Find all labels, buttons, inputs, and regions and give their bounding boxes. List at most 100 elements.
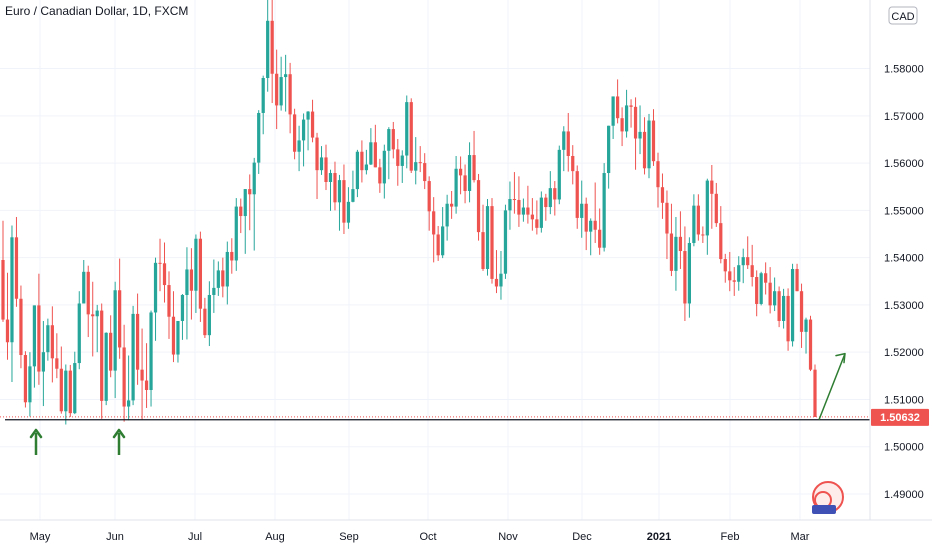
candle-body [575, 171, 579, 218]
candle-body [786, 295, 790, 342]
candle-body [714, 193, 718, 224]
price-tick-label: 1.54000 [884, 253, 924, 265]
candle-body [557, 149, 561, 200]
candle-body [620, 118, 624, 132]
candle-body [221, 270, 225, 287]
candle-body [77, 303, 81, 364]
candle-body [319, 157, 324, 171]
price-tick-label: 1.55000 [884, 205, 924, 217]
candle-body [337, 180, 342, 203]
candle-body [355, 151, 360, 190]
candle-body [324, 157, 328, 182]
candle-body [741, 257, 745, 266]
candle-body [68, 370, 72, 414]
candle-body [279, 77, 283, 106]
candle-body [270, 20, 274, 74]
candle-body [378, 167, 382, 184]
candle-body [109, 332, 113, 371]
candle-body [185, 269, 189, 295]
candle-body [297, 140, 301, 152]
candle-body [589, 220, 593, 232]
candle-body [176, 320, 180, 355]
time-tick-label: Feb [721, 531, 740, 543]
candle-body [37, 305, 41, 372]
price-tick-label: 1.53000 [884, 300, 924, 312]
candle-body [755, 277, 759, 304]
candle-body [91, 314, 95, 317]
candle-body [171, 316, 176, 355]
candle-body [750, 265, 754, 278]
candle-body [696, 205, 700, 235]
candle-body [382, 150, 386, 184]
candle-body [450, 203, 454, 207]
projected-up-arrow-shaft [818, 353, 846, 421]
time-tick-label: May [30, 531, 51, 543]
candles [1, 0, 817, 425]
currency-badge[interactable]: CAD [888, 6, 918, 25]
candle-body [539, 197, 543, 228]
candle-body [225, 251, 229, 287]
last-price-tag: 1.50632 [871, 408, 929, 426]
time-tick-label: Nov [498, 531, 518, 543]
candle-body [521, 207, 526, 215]
last-price-tag-label: 1.50632 [880, 412, 920, 424]
candle-body [369, 142, 373, 165]
time-tick-label: Jul [188, 531, 202, 543]
candle-body [396, 149, 400, 166]
candle-body [126, 400, 131, 407]
candle-body [799, 291, 804, 332]
candle-body [638, 131, 642, 139]
time-tick-label: Aug [265, 531, 285, 543]
candle-body [705, 180, 709, 236]
candle-body [100, 310, 104, 401]
candle-body [207, 294, 211, 336]
candle-body [476, 180, 481, 233]
candle-body [162, 263, 167, 286]
candle-body [400, 155, 404, 166]
candle-body [629, 105, 633, 107]
candle-body [239, 206, 243, 217]
candle-body [494, 278, 499, 287]
candle-body [485, 206, 490, 269]
candle-body [732, 280, 736, 282]
candle-body [315, 137, 319, 171]
time-axis[interactable]: May Jun Jul Aug Sep Oct Nov Dec 2021 Feb Mar [30, 531, 810, 543]
low-arrow-1-head [29, 428, 43, 439]
candle-body [432, 211, 436, 235]
candle-body [737, 265, 741, 282]
candle-body [467, 155, 472, 191]
candle-body [32, 305, 37, 367]
candle-body [593, 220, 597, 230]
candle-body [144, 380, 149, 390]
candle-body [701, 234, 705, 236]
candle-body [135, 313, 140, 370]
candle-body [248, 189, 252, 195]
low-arrow-2-head [112, 428, 126, 439]
time-tick-label: Mar [791, 531, 810, 543]
candle-body [50, 325, 54, 359]
candle-body [59, 368, 63, 412]
candle-body [5, 319, 10, 343]
last-price-tag-box [871, 408, 929, 426]
candle-body [328, 173, 333, 182]
candle-body [790, 268, 795, 342]
candle-body [566, 131, 570, 156]
candle-body [674, 236, 678, 271]
chart-title: Euro / Canadian Dollar, 1D, FXCM [5, 4, 188, 18]
price-axis[interactable]: 1.49000 1.50000 1.51000 1.52000 1.53000 1.540… [884, 64, 924, 501]
time-tick-label: Dec [572, 531, 592, 543]
candle-body [284, 74, 288, 78]
candle-body [526, 207, 530, 215]
candle-body [773, 291, 777, 306]
candle-body [216, 270, 220, 288]
price-tick-label: 1.57000 [884, 111, 924, 123]
candle-body [624, 105, 629, 132]
time-tick-label: 2021 [647, 531, 671, 543]
candle-body [230, 251, 234, 261]
candle-body [414, 162, 418, 171]
candle-body [548, 188, 552, 208]
currency-badge-box [888, 6, 918, 25]
candle-body [719, 223, 723, 260]
candle-body [153, 262, 158, 313]
